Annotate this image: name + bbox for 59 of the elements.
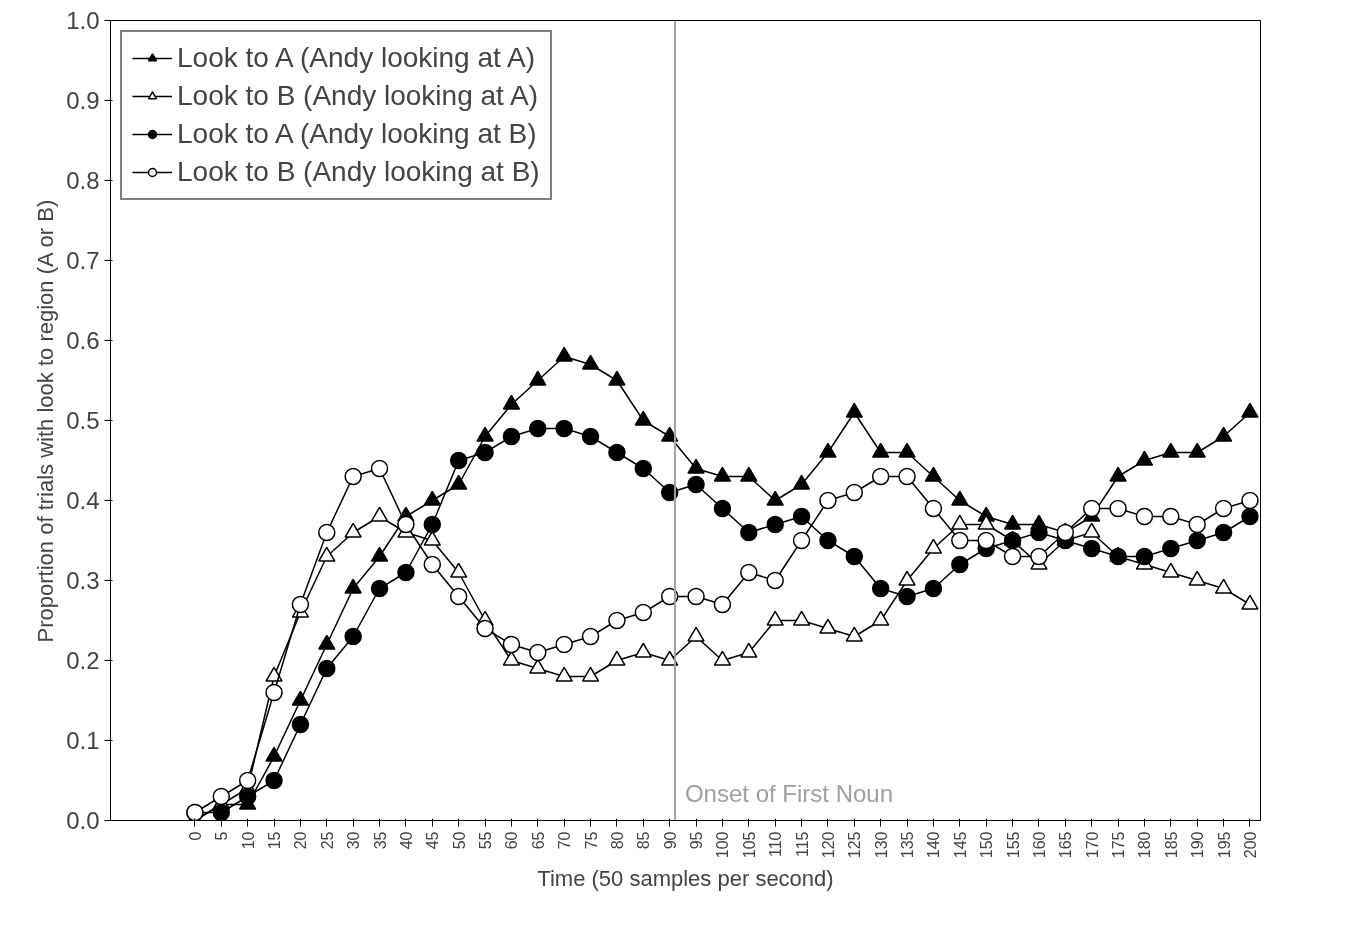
x-tick-label: 60 [503, 831, 521, 850]
x-tick-label: 195 [1215, 831, 1233, 859]
y-tick-label: 0.6 [66, 327, 100, 354]
x-tick-label: 35 [371, 831, 389, 850]
legend-label: Look to A (Andy looking at A) [177, 42, 536, 74]
x-tick-label: 95 [688, 831, 706, 850]
x-tick-label: 25 [318, 831, 336, 850]
x-tick-label: 150 [978, 831, 996, 859]
x-tick-label: 65 [529, 831, 547, 850]
legend-label: Look to A (Andy looking at B) [177, 118, 537, 150]
x-tick-label: 185 [1162, 831, 1180, 859]
y-tick-label: 0.5 [66, 407, 100, 434]
y-tick-label: 0.9 [66, 87, 100, 114]
legend-label: Look to B (Andy looking at B) [177, 156, 540, 188]
x-tick-label: 125 [846, 831, 864, 859]
x-tick-label: 110 [767, 831, 785, 858]
y-tick-label: 0.2 [66, 647, 100, 674]
x-tick-label: 70 [556, 831, 574, 850]
x-tick-label: 80 [608, 831, 626, 850]
x-tick-label: 75 [582, 831, 600, 850]
x-tick-label: 50 [450, 831, 468, 850]
x-tick-label: 135 [899, 831, 917, 859]
x-tick-label: 85 [635, 831, 653, 850]
x-tick-label: 45 [424, 831, 442, 850]
y-tick-label: 0.8 [66, 167, 100, 194]
x-tick-label: 115 [793, 831, 811, 858]
x-tick-label: 200 [1241, 831, 1259, 859]
x-tick-label: 105 [740, 831, 758, 859]
x-tick-label: 90 [661, 831, 679, 850]
y-axis-title: Proportion of trials with look to region (A or B) [33, 199, 59, 643]
x-tick-label: 155 [1004, 831, 1022, 859]
y-tick-label: 0.4 [66, 487, 100, 514]
x-tick-label: 140 [925, 831, 943, 859]
x-axis-title: Time (50 samples per second) [537, 866, 834, 892]
y-tick-label: 0.0 [66, 807, 100, 834]
x-tick-label: 55 [477, 831, 495, 850]
x-tick-label: 5 [213, 831, 231, 841]
x-tick-label: 15 [266, 831, 284, 850]
x-tick-label: 170 [1083, 831, 1101, 859]
x-tick-label: 0 [186, 831, 204, 841]
x-tick-label: 100 [714, 831, 732, 859]
x-tick-label: 175 [1110, 831, 1128, 859]
y-tick-label: 0.7 [66, 247, 100, 274]
y-tick-label: 1.0 [66, 7, 100, 34]
x-tick-label: 10 [239, 831, 257, 850]
x-tick-label: 160 [1030, 831, 1048, 859]
x-tick-label: 20 [292, 831, 310, 850]
x-tick-label: 190 [1189, 831, 1207, 859]
y-tick-label: 0.1 [66, 727, 100, 754]
y-tick-label: 0.3 [66, 567, 100, 594]
x-tick-label: 180 [1136, 831, 1154, 859]
x-tick-label: 165 [1057, 831, 1075, 859]
ref-line-label: Onset of First Noun [684, 779, 894, 807]
x-tick-label: 120 [819, 831, 837, 859]
x-tick-label: 30 [345, 831, 363, 850]
legend-label: Look to B (Andy looking at A) [177, 80, 539, 112]
x-tick-label: 130 [872, 831, 890, 859]
x-tick-label: 145 [951, 831, 969, 859]
x-tick-label: 40 [397, 831, 415, 850]
